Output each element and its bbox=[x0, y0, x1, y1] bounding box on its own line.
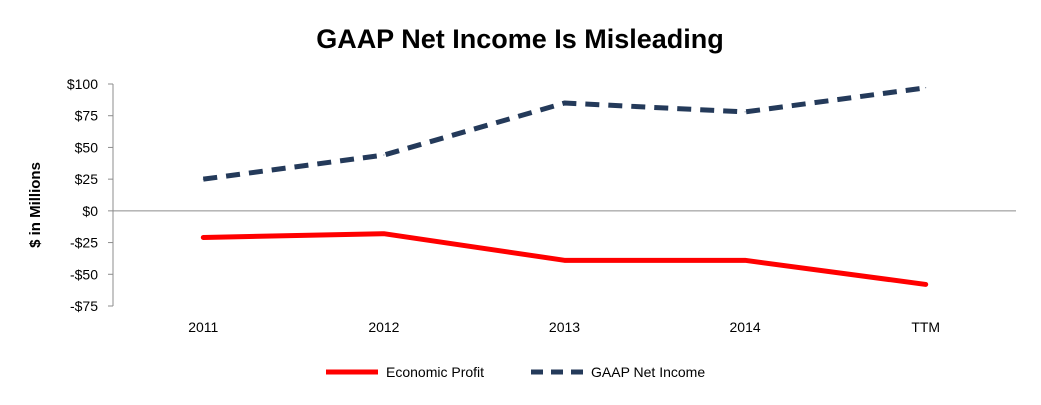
y-tick-label: $50 bbox=[75, 139, 99, 155]
legend-label-gaap-net-income: GAAP Net Income bbox=[591, 364, 705, 380]
y-tick-label: -$50 bbox=[70, 266, 98, 282]
y-tick-label: $100 bbox=[67, 76, 98, 92]
data-point-economic-profit bbox=[564, 259, 565, 261]
y-tick-label: $75 bbox=[75, 108, 99, 124]
x-tick-label: 2014 bbox=[730, 319, 761, 335]
y-axis-label: $ in Millions bbox=[27, 162, 44, 248]
data-point-gaap-net-income bbox=[202, 178, 204, 180]
y-tick-labels: $100 $75 $50 $25 $0 -$25 -$50 -$75 bbox=[67, 76, 98, 314]
x-tick-label: 2013 bbox=[549, 319, 580, 335]
legend: Economic Profit GAAP Net Income bbox=[326, 364, 705, 380]
y-tick-label: -$25 bbox=[70, 235, 98, 251]
data-point-gaap-net-income bbox=[925, 87, 927, 89]
data-point-gaap-net-income bbox=[744, 111, 746, 113]
x-tick-label: 2012 bbox=[368, 319, 399, 335]
data-point-gaap-net-income bbox=[383, 154, 385, 156]
chart-title: GAAP Net Income Is Misleading bbox=[316, 24, 724, 54]
x-tick-label: TTM bbox=[911, 319, 940, 335]
y-tick-label: -$75 bbox=[70, 298, 98, 314]
data-point-economic-profit bbox=[744, 259, 746, 261]
series-layer bbox=[200, 85, 929, 287]
x-tick-label: 2011 bbox=[188, 319, 218, 335]
y-tick-label: $25 bbox=[75, 171, 99, 187]
series-line-gaap-net-income bbox=[202, 85, 927, 182]
series-line-economic-profit bbox=[200, 231, 929, 287]
data-point-economic-profit bbox=[202, 236, 204, 238]
data-point-economic-profit bbox=[925, 283, 927, 285]
y-tick-label: $0 bbox=[82, 203, 98, 219]
data-point-gaap-net-income bbox=[564, 102, 565, 104]
data-point-economic-profit bbox=[383, 233, 385, 235]
axes bbox=[108, 83, 1016, 307]
x-tick-labels: 2011 2012 2013 2014 TTM bbox=[188, 319, 940, 335]
legend-label-economic-profit: Economic Profit bbox=[386, 364, 484, 380]
